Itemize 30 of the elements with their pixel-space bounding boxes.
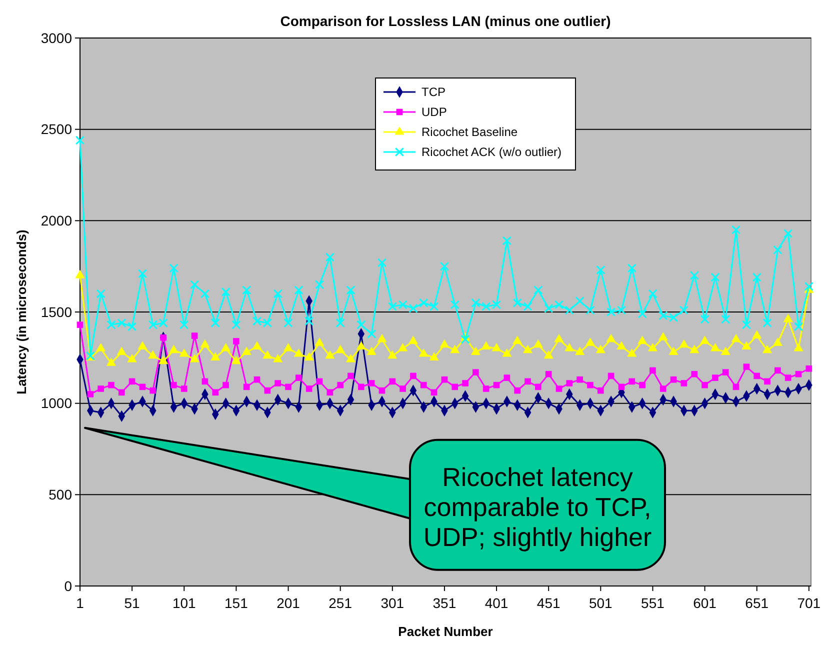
x-tick-label: 651 <box>745 595 769 611</box>
x-tick-label: 201 <box>276 595 300 611</box>
y-axis-title: Latency (in microseconds) <box>14 230 29 394</box>
x-tick-label: 151 <box>224 595 248 611</box>
x-tick-label: 101 <box>172 595 196 611</box>
y-tick-label: 1000 <box>40 395 72 412</box>
legend-label: TCP <box>422 85 446 100</box>
x-tick-label: 501 <box>588 595 613 611</box>
x-tick-label: 701 <box>797 595 821 611</box>
y-tick-label: 0 <box>64 578 72 594</box>
x-tick-label: 251 <box>328 595 352 611</box>
x-tick-label: 451 <box>536 595 560 611</box>
legend-label: UDP <box>422 105 447 120</box>
x-tick-label: 1 <box>76 595 84 611</box>
y-tick-label: 2500 <box>40 121 72 138</box>
annotation: Ricochet latency comparable to TCP, UDP; slightly higher <box>423 462 652 552</box>
x-tick-label: 601 <box>693 595 717 611</box>
legend-label: Ricochet Baseline <box>422 125 518 140</box>
y-tick-label: 1500 <box>40 304 72 320</box>
chart-title: Comparison for Lossless LAN (minus one outlier) <box>280 13 611 29</box>
x-tick-label: 551 <box>641 595 665 611</box>
y-tick-label: 2000 <box>40 212 72 229</box>
x-tick-label: 351 <box>432 595 456 611</box>
x-axis-title: Packet Number <box>398 624 493 639</box>
y-tick-label: 500 <box>48 486 72 503</box>
x-tick-label: 401 <box>484 595 508 611</box>
legend-label: Ricochet ACK (w/o outlier) <box>422 145 562 160</box>
x-tick-label: 301 <box>380 595 404 611</box>
y-tick-label: 3000 <box>40 30 72 46</box>
x-tick-label: 51 <box>124 595 140 611</box>
